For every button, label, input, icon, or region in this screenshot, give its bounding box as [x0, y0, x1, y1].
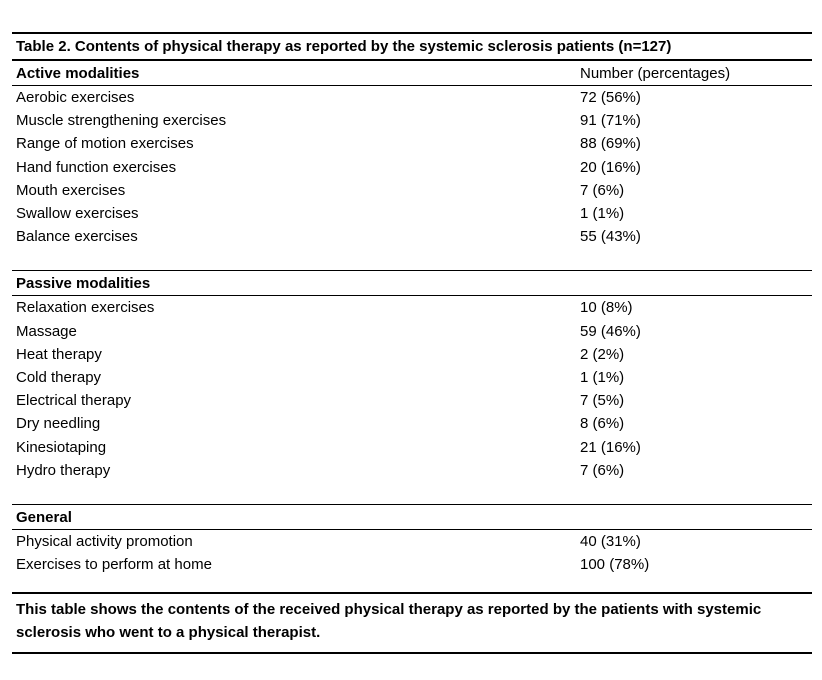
paper-page: Table 2. Contents of physical therapy as…: [12, 32, 812, 655]
table-row: Range of motion exercises 88 (69%): [12, 132, 812, 155]
row-value: 91 (71%): [580, 112, 641, 130]
row-value: 7 (5%): [580, 392, 625, 410]
row-value: 8 (6%): [580, 415, 625, 433]
row-value: 2 (2%): [580, 345, 625, 363]
value-column-header: Number (percentages): [580, 65, 731, 82]
row-label: Cold therapy: [16, 369, 102, 387]
row-value: 40 (31%): [580, 533, 641, 551]
table-row: Swallow exercises 1 (1%): [12, 202, 812, 225]
table-row: Relaxation exercises 10 (8%): [12, 296, 812, 319]
divider-above-passive: [12, 270, 812, 272]
row-label: Physical activity promotion: [16, 533, 193, 551]
table-2: Table 2. Contents of physical therapy as…: [12, 32, 812, 655]
row-value: 21 (16%): [580, 438, 641, 456]
row-label: Aerobic exercises: [16, 89, 135, 106]
column-header-row: Active modalities Number (percentages): [12, 61, 812, 85]
divider-top: [12, 32, 812, 34]
table-footnote: This table shows the contents of the rec…: [16, 601, 762, 642]
divider-bottom: [12, 652, 812, 655]
section-gap: [12, 482, 812, 504]
row-value: 72 (56%): [580, 89, 641, 106]
section-header-general: General: [16, 509, 72, 527]
section-gap: [12, 248, 812, 270]
row-label: Muscle strengthening exercises: [16, 112, 227, 130]
section-header-active-modalities: Active modalities: [16, 65, 140, 82]
row-value: 20 (16%): [580, 158, 641, 176]
divider-under-passive: [12, 295, 812, 297]
table-title: Table 2. Contents of physical therapy as…: [16, 38, 672, 55]
section-header-row: Passive modalities: [12, 271, 812, 295]
row-label: Exercises to perform at home: [16, 556, 212, 574]
section-header-passive-modalities: Passive modalities: [16, 275, 151, 293]
row-label: Heat therapy: [16, 345, 102, 363]
row-label: Mouth exercises: [16, 181, 126, 199]
row-value: 88 (69%): [580, 135, 641, 153]
table-row: Aerobic exercises 72 (56%): [12, 86, 812, 109]
table-row: Exercises to perform at home 100 (78%): [12, 553, 812, 576]
table-row: Dry needling 8 (6%): [12, 412, 812, 435]
row-label: Dry needling: [16, 415, 101, 433]
table-row: Hand function exercises 20 (16%): [12, 156, 812, 179]
row-label: Electrical therapy: [16, 392, 132, 410]
row-value: 100 (78%): [580, 556, 650, 574]
divider-under-general: [12, 529, 812, 531]
row-label: Swallow exercises: [16, 205, 139, 223]
row-value: 1 (1%): [580, 369, 625, 387]
table-row: Massage 59 (46%): [12, 320, 812, 343]
row-label: Massage: [16, 322, 77, 340]
table-row: Hydro therapy 7 (6%): [12, 459, 812, 482]
table-row: Physical activity promotion 40 (31%): [12, 530, 812, 553]
row-label: Balance exercises: [16, 228, 138, 246]
table-row: Mouth exercises 7 (6%): [12, 179, 812, 202]
divider-above-footnote: [12, 592, 812, 595]
row-label: Relaxation exercises: [16, 299, 155, 317]
row-label: Hydro therapy: [16, 461, 111, 479]
row-label: Kinesiotaping: [16, 438, 107, 456]
row-value: 59 (46%): [580, 322, 641, 340]
divider-under-header: [12, 85, 812, 86]
divider-under-title: [12, 59, 812, 61]
section-gap: [12, 576, 812, 592]
table-row: Balance exercises 55 (43%): [12, 225, 812, 248]
row-value: 55 (43%): [580, 228, 641, 246]
row-value: 7 (6%): [580, 461, 625, 479]
row-label: Hand function exercises: [16, 158, 177, 176]
table-row: Heat therapy 2 (2%): [12, 343, 812, 366]
row-value: 10 (8%): [580, 299, 633, 317]
section-header-row: General: [12, 505, 812, 529]
table-row: Cold therapy 1 (1%): [12, 366, 812, 389]
row-value: 1 (1%): [580, 205, 625, 223]
row-label: Range of motion exercises: [16, 135, 194, 153]
table-row: Electrical therapy 7 (5%): [12, 389, 812, 412]
divider-above-general: [12, 504, 812, 506]
table-row: Kinesiotaping 21 (16%): [12, 436, 812, 459]
table-row: Muscle strengthening exercises 91 (71%): [12, 109, 812, 132]
row-value: 7 (6%): [580, 181, 625, 199]
